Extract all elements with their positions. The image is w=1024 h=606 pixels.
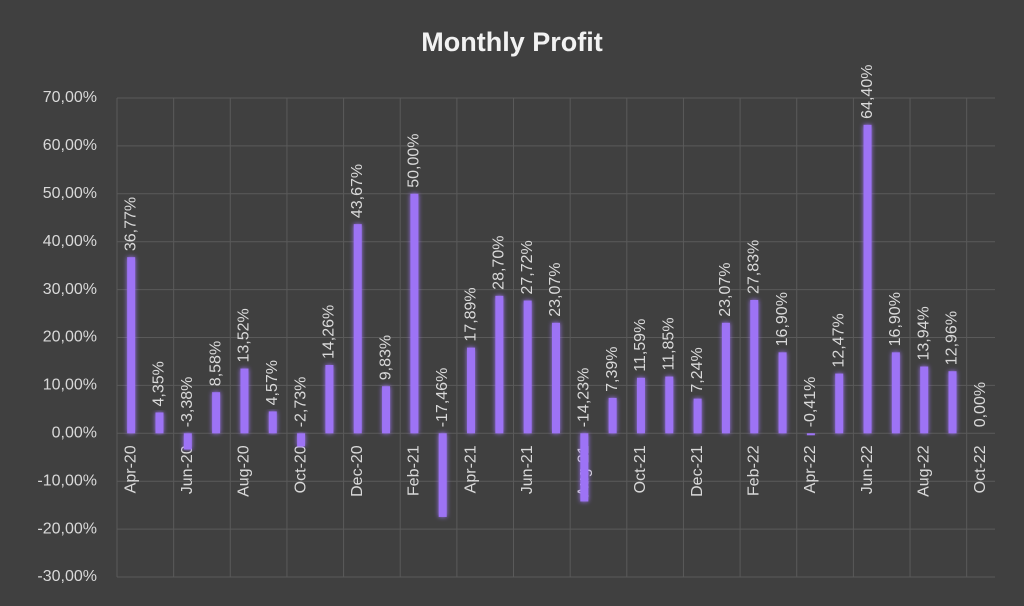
data-label: 28,70% xyxy=(491,236,508,290)
bar xyxy=(127,257,136,434)
data-label: 8,58% xyxy=(207,341,224,386)
bar xyxy=(693,398,702,434)
x-tick-label: Dec-20 xyxy=(349,445,366,497)
bar xyxy=(212,392,221,434)
x-tick-label: Apr-20 xyxy=(122,445,139,493)
bar xyxy=(297,433,306,447)
data-label: 13,52% xyxy=(236,308,253,362)
data-label: -3,38% xyxy=(179,377,196,428)
data-label: -0,41% xyxy=(802,377,819,428)
data-label: 36,77% xyxy=(122,197,139,251)
data-label: 12,47% xyxy=(830,313,847,367)
y-tick-label: -30,00% xyxy=(37,568,97,585)
y-tick-label: 70,00% xyxy=(43,89,97,106)
data-label: 14,26% xyxy=(321,305,338,359)
bar xyxy=(806,433,815,436)
bar xyxy=(665,376,674,434)
data-label: -17,46% xyxy=(434,368,451,428)
bar xyxy=(863,124,872,434)
bar xyxy=(523,300,532,434)
x-tick-label: Oct-20 xyxy=(292,445,309,493)
bar xyxy=(636,377,645,434)
y-tick-label: 50,00% xyxy=(43,185,97,202)
bar xyxy=(891,352,900,434)
bar xyxy=(467,347,476,434)
data-label: 11,59% xyxy=(632,319,649,372)
data-label: 7,24% xyxy=(689,347,706,392)
data-label: 64,40% xyxy=(859,65,876,119)
data-label: 27,83% xyxy=(745,240,762,294)
x-tick-label: Jun-22 xyxy=(859,445,876,494)
bar xyxy=(325,364,334,434)
x-tick-label: Jun-21 xyxy=(519,445,536,494)
data-label: 17,89% xyxy=(462,287,479,341)
data-label: 13,94% xyxy=(915,306,932,360)
bar xyxy=(948,371,957,434)
data-label: 4,35% xyxy=(151,361,168,406)
y-tick-label: -20,00% xyxy=(37,520,97,537)
y-tick-label: 40,00% xyxy=(43,233,97,250)
x-tick-label: Aug-20 xyxy=(236,445,253,497)
bar xyxy=(155,412,164,434)
x-tick-label: Aug-22 xyxy=(915,445,932,497)
bar xyxy=(552,322,560,434)
data-label: 7,39% xyxy=(604,347,621,392)
bar xyxy=(750,299,759,434)
y-tick-label: 0,00% xyxy=(52,425,97,442)
y-tick-label: 60,00% xyxy=(43,137,97,154)
y-tick-label: -10,00% xyxy=(37,472,97,489)
x-tick-label: Feb-22 xyxy=(745,445,762,496)
x-tick-label: Dec-21 xyxy=(689,445,706,497)
bar xyxy=(240,368,249,434)
x-tick-label: Apr-21 xyxy=(462,445,479,493)
bar xyxy=(835,373,844,434)
bar xyxy=(438,433,447,517)
data-label: 16,90% xyxy=(887,292,904,346)
data-label: 16,90% xyxy=(774,292,791,346)
x-tick-label: Jun-20 xyxy=(179,445,196,494)
bar xyxy=(268,411,277,434)
x-tick-label: Oct-22 xyxy=(972,445,989,493)
data-label: 11,85% xyxy=(661,317,678,370)
data-label: 27,72% xyxy=(519,240,536,294)
bar xyxy=(183,433,192,450)
data-label: 43,67% xyxy=(349,164,366,218)
data-label: 9,83% xyxy=(377,335,394,380)
data-label: 23,07% xyxy=(547,263,564,317)
chart-title: Monthly Profit xyxy=(421,27,602,57)
y-tick-label: 10,00% xyxy=(43,377,97,394)
bar xyxy=(495,295,504,434)
data-label: 4,57% xyxy=(264,360,281,405)
x-tick-label: Feb-21 xyxy=(406,445,423,496)
data-label: -14,23% xyxy=(576,368,593,428)
x-tick-label: Oct-21 xyxy=(632,445,649,493)
bar xyxy=(778,352,787,434)
data-label: -2,73% xyxy=(292,377,309,428)
data-label: 23,07% xyxy=(717,263,734,317)
bar xyxy=(353,224,362,434)
bar xyxy=(580,433,589,502)
data-label: 0,00% xyxy=(972,382,989,427)
x-tick-label: Apr-22 xyxy=(802,445,819,493)
bar xyxy=(382,386,391,434)
bar xyxy=(410,193,419,434)
y-tick-label: 20,00% xyxy=(43,329,97,346)
bar xyxy=(721,322,730,434)
bar xyxy=(608,397,617,434)
data-label: 50,00% xyxy=(406,134,423,188)
bar xyxy=(920,366,929,434)
y-tick-label: 30,00% xyxy=(43,281,97,298)
data-label: 12,96% xyxy=(944,311,961,365)
